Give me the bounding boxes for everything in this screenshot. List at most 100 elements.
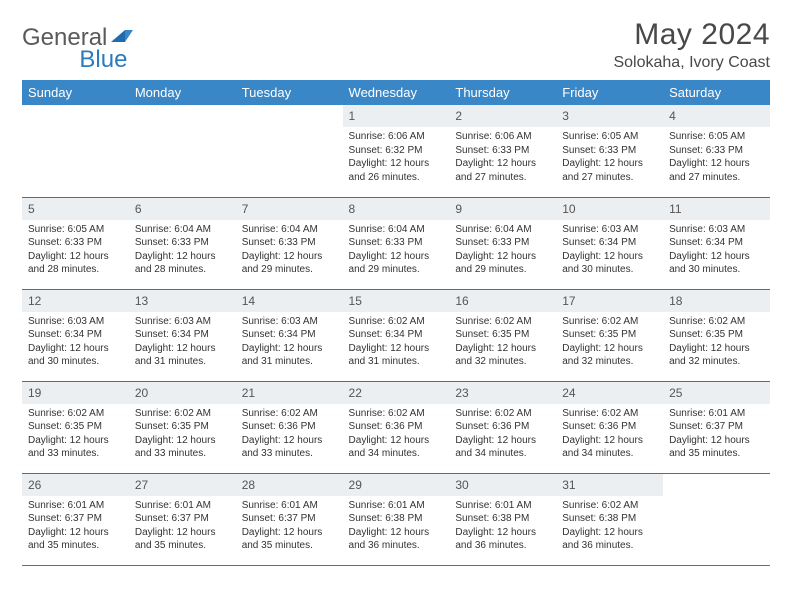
day-content: Sunrise: 6:01 AMSunset: 6:37 PMDaylight:… bbox=[22, 496, 129, 557]
day-cell: 19Sunrise: 6:02 AMSunset: 6:35 PMDayligh… bbox=[22, 381, 129, 473]
day-content: Sunrise: 6:03 AMSunset: 6:34 PMDaylight:… bbox=[663, 220, 770, 281]
day-number: 5 bbox=[22, 198, 129, 220]
day-cell: 10Sunrise: 6:03 AMSunset: 6:34 PMDayligh… bbox=[556, 197, 663, 289]
flag-icon bbox=[111, 30, 133, 46]
calendar-row: 19Sunrise: 6:02 AMSunset: 6:35 PMDayligh… bbox=[22, 381, 770, 473]
day-cell: 27Sunrise: 6:01 AMSunset: 6:37 PMDayligh… bbox=[129, 473, 236, 565]
day-cell: 7Sunrise: 6:04 AMSunset: 6:33 PMDaylight… bbox=[236, 197, 343, 289]
day-content: Sunrise: 6:04 AMSunset: 6:33 PMDaylight:… bbox=[236, 220, 343, 281]
day-cell: 5Sunrise: 6:05 AMSunset: 6:33 PMDaylight… bbox=[22, 197, 129, 289]
day-number: 19 bbox=[22, 382, 129, 404]
day-cell: 13Sunrise: 6:03 AMSunset: 6:34 PMDayligh… bbox=[129, 289, 236, 381]
day-number: 7 bbox=[236, 198, 343, 220]
day-cell: 20Sunrise: 6:02 AMSunset: 6:35 PMDayligh… bbox=[129, 381, 236, 473]
day-cell: 23Sunrise: 6:02 AMSunset: 6:36 PMDayligh… bbox=[449, 381, 556, 473]
day-cell: 2Sunrise: 6:06 AMSunset: 6:33 PMDaylight… bbox=[449, 105, 556, 197]
day-content: Sunrise: 6:02 AMSunset: 6:36 PMDaylight:… bbox=[236, 404, 343, 465]
day-number: 17 bbox=[556, 290, 663, 312]
day-content: Sunrise: 6:05 AMSunset: 6:33 PMDaylight:… bbox=[663, 127, 770, 188]
day-header: Sunday bbox=[22, 80, 129, 105]
day-cell: 12Sunrise: 6:03 AMSunset: 6:34 PMDayligh… bbox=[22, 289, 129, 381]
day-number: 4 bbox=[663, 105, 770, 127]
day-cell: 9Sunrise: 6:04 AMSunset: 6:33 PMDaylight… bbox=[449, 197, 556, 289]
logo: General Blue bbox=[22, 24, 183, 52]
day-content: Sunrise: 6:01 AMSunset: 6:37 PMDaylight:… bbox=[236, 496, 343, 557]
day-content: Sunrise: 6:03 AMSunset: 6:34 PMDaylight:… bbox=[129, 312, 236, 373]
day-cell: 17Sunrise: 6:02 AMSunset: 6:35 PMDayligh… bbox=[556, 289, 663, 381]
calendar-row: 12Sunrise: 6:03 AMSunset: 6:34 PMDayligh… bbox=[22, 289, 770, 381]
day-content: Sunrise: 6:06 AMSunset: 6:32 PMDaylight:… bbox=[343, 127, 450, 188]
day-cell: 18Sunrise: 6:02 AMSunset: 6:35 PMDayligh… bbox=[663, 289, 770, 381]
title-block: May 2024 Solokaha, Ivory Coast bbox=[613, 18, 770, 72]
day-number: 31 bbox=[556, 474, 663, 496]
day-header: Friday bbox=[556, 80, 663, 105]
day-content: Sunrise: 6:02 AMSunset: 6:36 PMDaylight:… bbox=[556, 404, 663, 465]
logo-word2: Blue bbox=[79, 46, 127, 74]
empty-cell bbox=[129, 105, 236, 197]
day-content: Sunrise: 6:02 AMSunset: 6:35 PMDaylight:… bbox=[129, 404, 236, 465]
day-content: Sunrise: 6:06 AMSunset: 6:33 PMDaylight:… bbox=[449, 127, 556, 188]
day-content: Sunrise: 6:02 AMSunset: 6:35 PMDaylight:… bbox=[663, 312, 770, 373]
day-number: 27 bbox=[129, 474, 236, 496]
day-cell: 30Sunrise: 6:01 AMSunset: 6:38 PMDayligh… bbox=[449, 473, 556, 565]
day-content: Sunrise: 6:03 AMSunset: 6:34 PMDaylight:… bbox=[556, 220, 663, 281]
day-number: 3 bbox=[556, 105, 663, 127]
day-cell: 14Sunrise: 6:03 AMSunset: 6:34 PMDayligh… bbox=[236, 289, 343, 381]
day-number: 21 bbox=[236, 382, 343, 404]
day-content: Sunrise: 6:04 AMSunset: 6:33 PMDaylight:… bbox=[343, 220, 450, 281]
day-content: Sunrise: 6:01 AMSunset: 6:38 PMDaylight:… bbox=[343, 496, 450, 557]
empty-cell bbox=[663, 473, 770, 565]
day-content: Sunrise: 6:03 AMSunset: 6:34 PMDaylight:… bbox=[236, 312, 343, 373]
day-cell: 24Sunrise: 6:02 AMSunset: 6:36 PMDayligh… bbox=[556, 381, 663, 473]
day-header: Monday bbox=[129, 80, 236, 105]
day-number: 28 bbox=[236, 474, 343, 496]
day-content: Sunrise: 6:02 AMSunset: 6:35 PMDaylight:… bbox=[449, 312, 556, 373]
day-content: Sunrise: 6:02 AMSunset: 6:34 PMDaylight:… bbox=[343, 312, 450, 373]
day-content: Sunrise: 6:04 AMSunset: 6:33 PMDaylight:… bbox=[449, 220, 556, 281]
day-content: Sunrise: 6:02 AMSunset: 6:35 PMDaylight:… bbox=[556, 312, 663, 373]
calendar-head: SundayMondayTuesdayWednesdayThursdayFrid… bbox=[22, 80, 770, 105]
day-header: Thursday bbox=[449, 80, 556, 105]
day-cell: 29Sunrise: 6:01 AMSunset: 6:38 PMDayligh… bbox=[343, 473, 450, 565]
day-number: 11 bbox=[663, 198, 770, 220]
day-cell: 4Sunrise: 6:05 AMSunset: 6:33 PMDaylight… bbox=[663, 105, 770, 197]
calendar-table: SundayMondayTuesdayWednesdayThursdayFrid… bbox=[22, 80, 770, 566]
calendar-row: 26Sunrise: 6:01 AMSunset: 6:37 PMDayligh… bbox=[22, 473, 770, 565]
day-header: Saturday bbox=[663, 80, 770, 105]
day-number: 23 bbox=[449, 382, 556, 404]
day-number: 15 bbox=[343, 290, 450, 312]
calendar-row: 1Sunrise: 6:06 AMSunset: 6:32 PMDaylight… bbox=[22, 105, 770, 197]
day-cell: 22Sunrise: 6:02 AMSunset: 6:36 PMDayligh… bbox=[343, 381, 450, 473]
day-number: 13 bbox=[129, 290, 236, 312]
day-cell: 11Sunrise: 6:03 AMSunset: 6:34 PMDayligh… bbox=[663, 197, 770, 289]
day-number: 26 bbox=[22, 474, 129, 496]
day-content: Sunrise: 6:02 AMSunset: 6:35 PMDaylight:… bbox=[22, 404, 129, 465]
day-number: 22 bbox=[343, 382, 450, 404]
day-cell: 31Sunrise: 6:02 AMSunset: 6:38 PMDayligh… bbox=[556, 473, 663, 565]
day-number: 6 bbox=[129, 198, 236, 220]
page-header: General Blue May 2024 Solokaha, Ivory Co… bbox=[22, 18, 770, 72]
day-number: 14 bbox=[236, 290, 343, 312]
day-number: 25 bbox=[663, 382, 770, 404]
day-cell: 6Sunrise: 6:04 AMSunset: 6:33 PMDaylight… bbox=[129, 197, 236, 289]
day-number: 30 bbox=[449, 474, 556, 496]
day-cell: 15Sunrise: 6:02 AMSunset: 6:34 PMDayligh… bbox=[343, 289, 450, 381]
day-cell: 8Sunrise: 6:04 AMSunset: 6:33 PMDaylight… bbox=[343, 197, 450, 289]
day-content: Sunrise: 6:05 AMSunset: 6:33 PMDaylight:… bbox=[556, 127, 663, 188]
day-content: Sunrise: 6:04 AMSunset: 6:33 PMDaylight:… bbox=[129, 220, 236, 281]
day-content: Sunrise: 6:01 AMSunset: 6:37 PMDaylight:… bbox=[663, 404, 770, 465]
day-header-row: SundayMondayTuesdayWednesdayThursdayFrid… bbox=[22, 80, 770, 105]
day-number: 16 bbox=[449, 290, 556, 312]
day-content: Sunrise: 6:02 AMSunset: 6:36 PMDaylight:… bbox=[343, 404, 450, 465]
day-cell: 1Sunrise: 6:06 AMSunset: 6:32 PMDaylight… bbox=[343, 105, 450, 197]
day-cell: 16Sunrise: 6:02 AMSunset: 6:35 PMDayligh… bbox=[449, 289, 556, 381]
day-number: 9 bbox=[449, 198, 556, 220]
location-subtitle: Solokaha, Ivory Coast bbox=[613, 54, 770, 72]
day-number: 1 bbox=[343, 105, 450, 127]
day-number: 10 bbox=[556, 198, 663, 220]
day-number: 12 bbox=[22, 290, 129, 312]
day-number: 8 bbox=[343, 198, 450, 220]
day-number: 2 bbox=[449, 105, 556, 127]
day-header: Wednesday bbox=[343, 80, 450, 105]
day-header: Tuesday bbox=[236, 80, 343, 105]
